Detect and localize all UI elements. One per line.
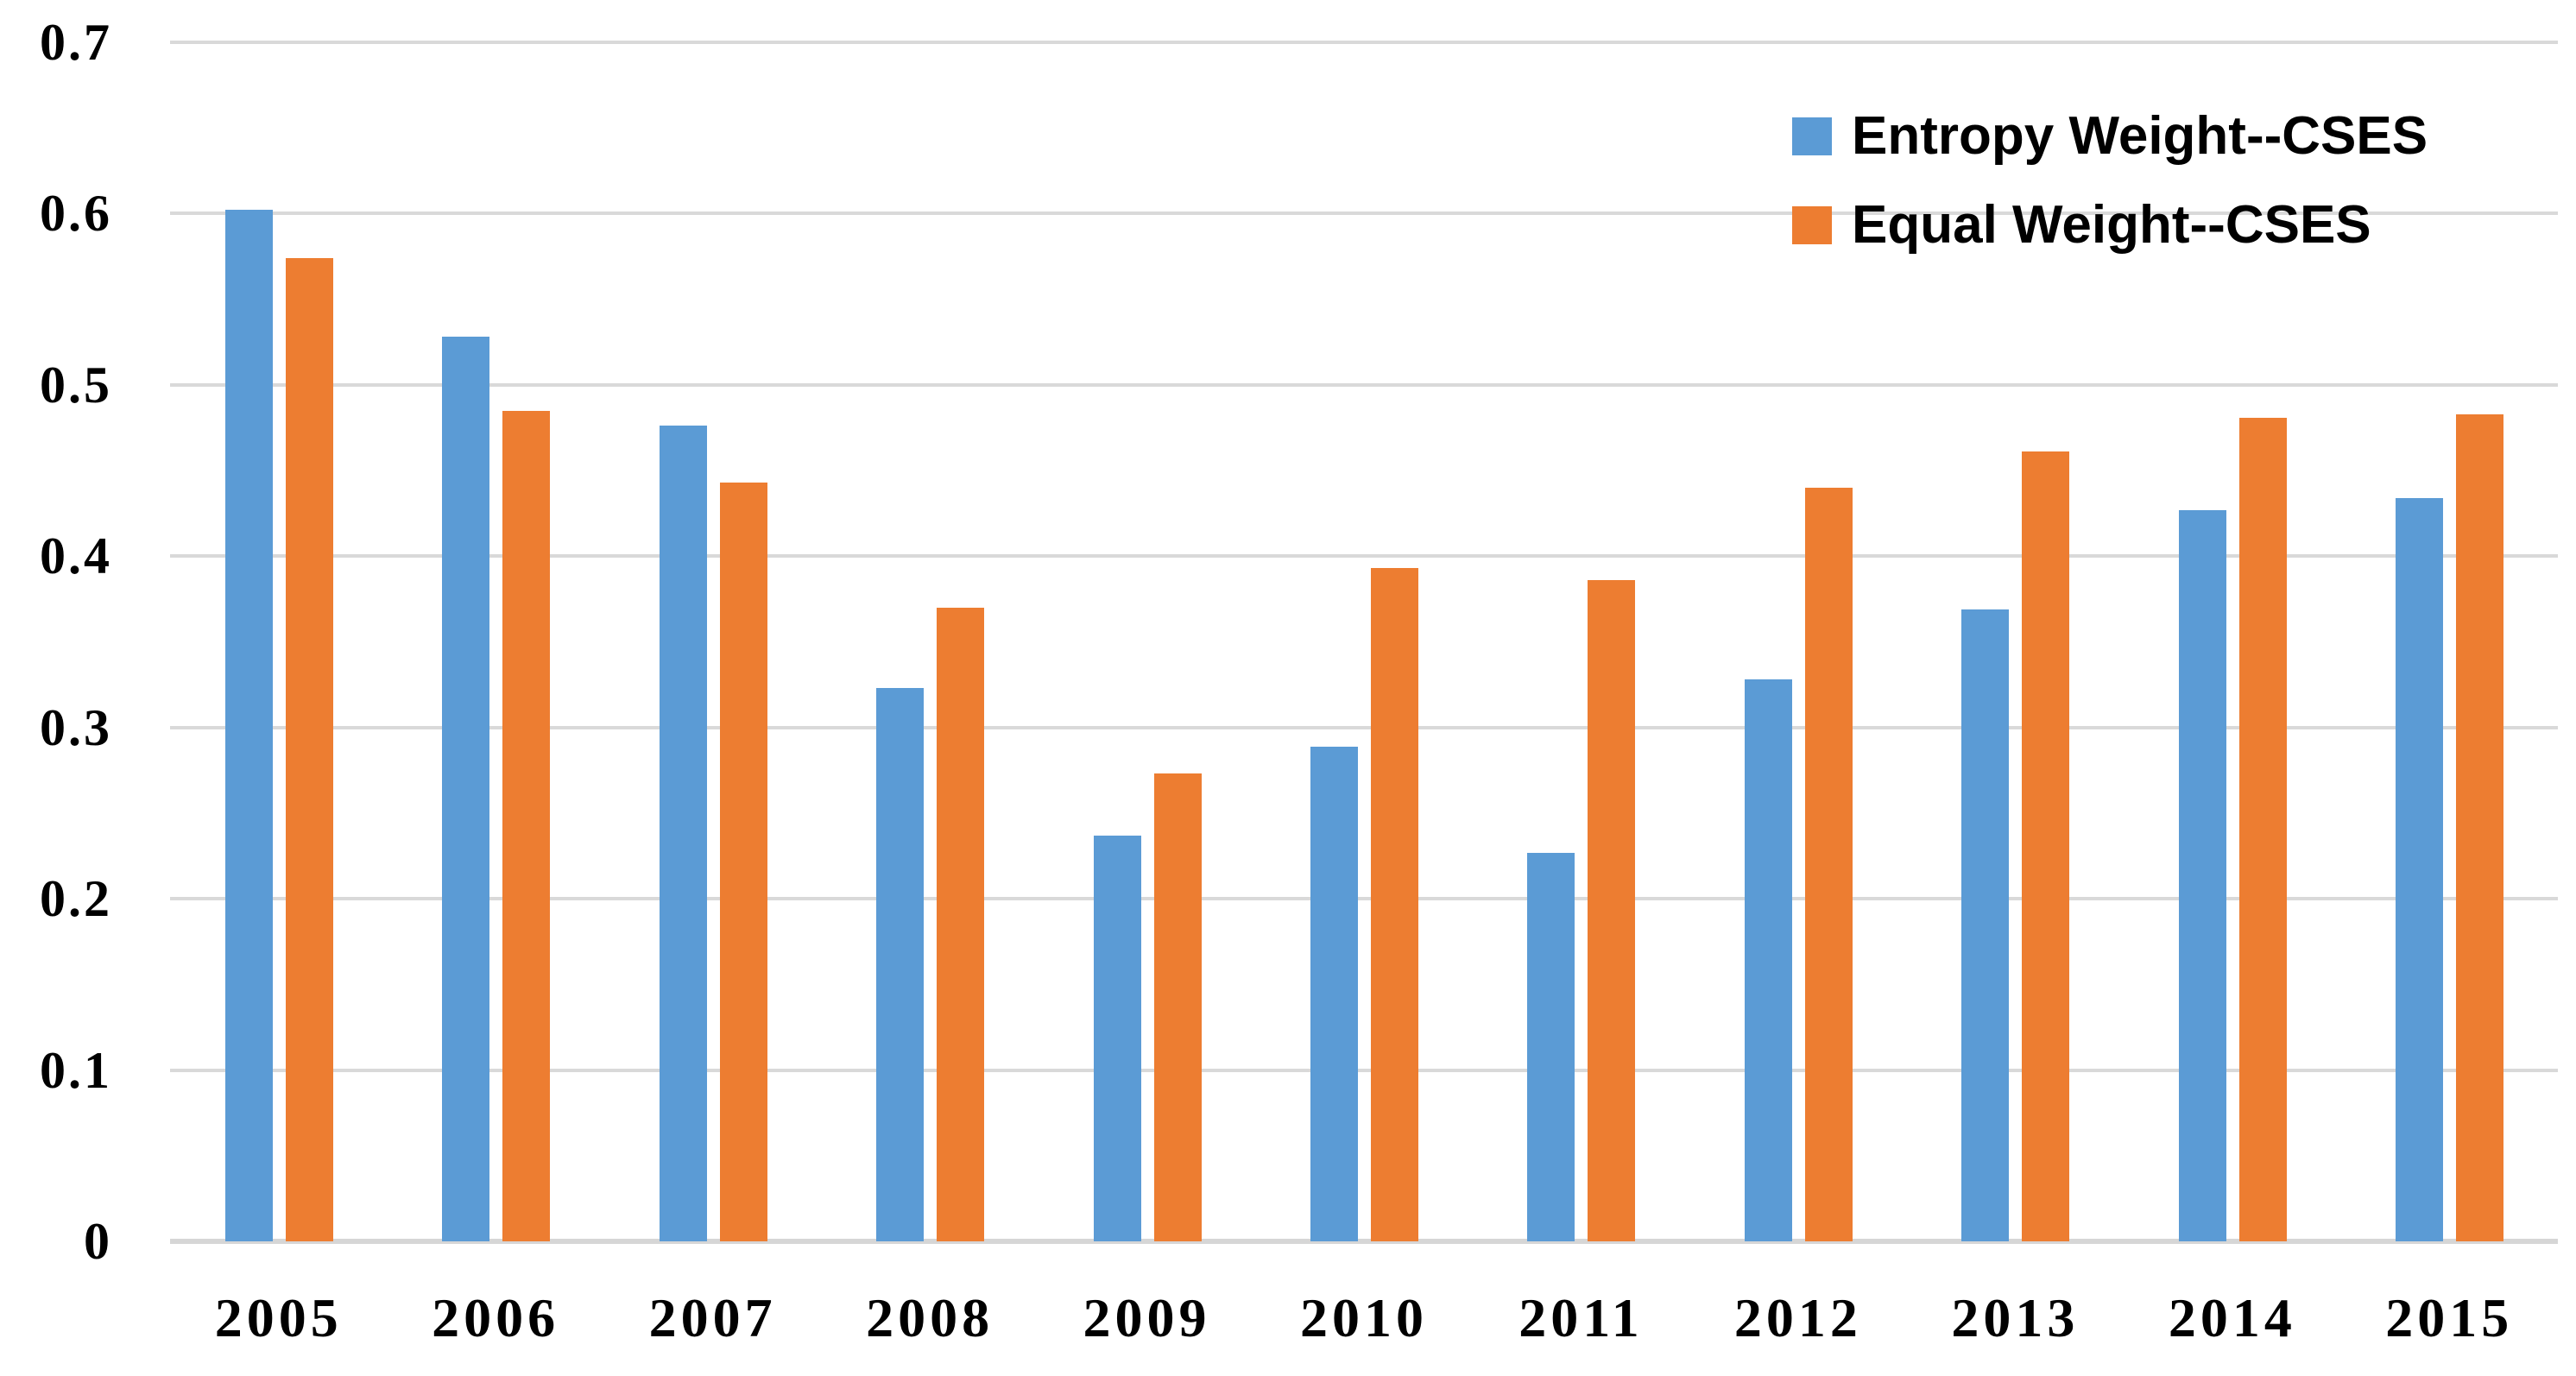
gridline <box>170 211 2558 216</box>
gridline <box>170 41 2558 44</box>
bar-equal-weight-2012 <box>1804 487 1853 1241</box>
x-axis-tick-label: 2010 <box>1300 1287 1428 1348</box>
bar-entropy-weight-2009 <box>1093 835 1141 1241</box>
bar-equal-weight-2015 <box>2456 413 2504 1241</box>
legend-label: Entropy Weight--CSES <box>1852 106 2428 166</box>
x-axis-tick-label: 2009 <box>1083 1287 1211 1348</box>
y-axis-tick-label: 0.6 <box>40 185 112 243</box>
gridline <box>170 382 2558 387</box>
bar-entropy-weight-2011 <box>1527 852 1575 1241</box>
legend-label: Equal Weight--CSES <box>1852 195 2371 255</box>
x-axis-tick-label: 2008 <box>866 1287 994 1348</box>
y-axis-tick-label: 0.3 <box>40 698 112 756</box>
x-axis-tick-label: 2013 <box>1951 1287 2080 1348</box>
gridline <box>170 897 2558 901</box>
x-axis-tick-label: 2015 <box>2385 1287 2514 1348</box>
bar-equal-weight-2005 <box>285 258 333 1241</box>
x-axis-tick-label: 2005 <box>214 1287 343 1348</box>
bar-entropy-weight-2008 <box>876 688 925 1241</box>
legend-item-equal-weight: Equal Weight--CSES <box>1792 198 2371 253</box>
x-axis-line <box>170 1239 2558 1244</box>
gridline <box>170 554 2558 559</box>
x-axis-tick-label: 2011 <box>1518 1287 1644 1348</box>
bar-equal-weight-2009 <box>1153 773 1202 1241</box>
bar-entropy-weight-2015 <box>2396 497 2444 1241</box>
y-axis-tick-label: 0.2 <box>40 870 112 928</box>
bar-entropy-weight-2013 <box>1961 609 2010 1241</box>
legend-swatch-equal-weight <box>1792 206 1832 244</box>
y-axis-tick-label: 0.4 <box>40 527 112 585</box>
bar-equal-weight-2011 <box>1588 580 1636 1241</box>
x-axis-tick-label: 2007 <box>648 1287 777 1348</box>
bar-equal-weight-2006 <box>502 410 551 1241</box>
y-axis-tick-label: 0.1 <box>40 1041 112 1099</box>
x-axis-tick-label: 2006 <box>432 1287 560 1348</box>
x-axis-tick-label: 2014 <box>2168 1287 2296 1348</box>
bar-entropy-weight-2007 <box>659 426 707 1241</box>
bar-equal-weight-2014 <box>2238 417 2287 1241</box>
bar-entropy-weight-2014 <box>2178 509 2226 1241</box>
bar-equal-weight-2008 <box>937 607 985 1241</box>
x-axis-tick-label: 2012 <box>1733 1287 1862 1348</box>
bar-equal-weight-2007 <box>719 482 767 1241</box>
bar-entropy-weight-2010 <box>1310 746 1358 1241</box>
y-axis-tick-label: 0.5 <box>40 356 112 413</box>
bar-equal-weight-2010 <box>1371 568 1418 1241</box>
bar-entropy-weight-2005 <box>224 210 273 1241</box>
bar-entropy-weight-2006 <box>442 337 490 1241</box>
legend-item-entropy-weight: Entropy Weight--CSES <box>1792 109 2428 164</box>
bar-equal-weight-2013 <box>2022 451 2070 1241</box>
gridline <box>170 725 2558 729</box>
y-axis-tick-label: 0.7 <box>40 14 112 71</box>
gridline <box>170 1068 2558 1072</box>
legend-swatch-entropy-weight <box>1792 117 1832 155</box>
y-axis-tick-label: 0 <box>84 1213 112 1270</box>
bar-entropy-weight-2012 <box>1744 679 1792 1241</box>
